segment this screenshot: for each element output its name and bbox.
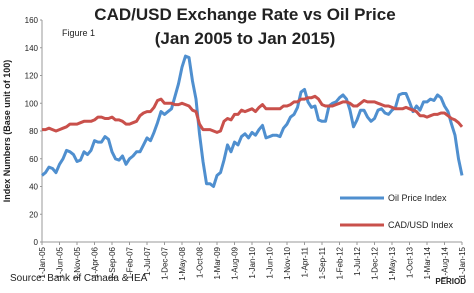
x-tick-label: 1-May-13 (388, 246, 397, 280)
chart-subtitle: (Jan 2005 to Jan 2015) (155, 29, 335, 48)
legend-label: CAD/USD Index (388, 220, 454, 230)
y-tick-label: 40 (29, 183, 38, 192)
x-tick-label: 1-Apr-11 (301, 246, 310, 277)
x-tick-label: 1-Jun-10 (266, 246, 275, 278)
y-tick-label: 120 (25, 72, 39, 81)
y-tick-label: 140 (25, 44, 39, 53)
x-tick-label: 1-Jan-15 (458, 246, 467, 278)
x-tick-label: 1-May-08 (178, 246, 187, 280)
y-axis-label: Index Numbers (Base unit of 100) (2, 60, 12, 203)
x-axis-label: PERIOD (435, 277, 466, 286)
x-tick-label: 1-Aug-14 (441, 246, 450, 279)
x-tick-label: 1-Jan-10 (248, 246, 257, 278)
x-tick-label: 1-Oct-13 (406, 246, 415, 278)
annotation: Figure 1 (62, 28, 95, 38)
y-tick-label: 60 (29, 155, 38, 164)
source: Source: Bank of Canada & IEA (10, 273, 148, 284)
x-tick-label: 1-Mar-09 (213, 246, 222, 279)
y-tick-label: 160 (25, 16, 39, 25)
x-tick-label: 1-Feb-07 (126, 246, 135, 279)
x-tick-label: 1-Aug-09 (231, 246, 240, 279)
x-tick-label: 1-Apr-06 (91, 246, 100, 278)
x-tick-label: 1-Nov-05 (73, 246, 82, 279)
x-tick-label: 1-Jul-07 (143, 246, 152, 275)
legend-label: Oil Price Index (388, 193, 447, 203)
x-tick-label: 1-Mar-14 (423, 246, 432, 279)
y-tick-label: 100 (25, 99, 39, 108)
x-tick-label: 1-Oct-08 (196, 246, 205, 278)
chart-title: CAD/USD Exchange Rate vs Oil Price (94, 5, 395, 24)
x-tick-label: 1-Sep-06 (108, 246, 117, 279)
x-tick-label: 1-Jul-12 (353, 246, 362, 275)
x-tick-label: 1-Feb-12 (336, 246, 345, 279)
series-line (42, 94, 464, 134)
x-tick-label: 1-Jun-05 (56, 246, 65, 278)
x-tick-label: 1-Jan-05 (38, 246, 47, 278)
x-tick-label: 1-Dec-12 (371, 246, 380, 279)
y-tick-label: 80 (29, 127, 38, 136)
y-tick-label: 20 (29, 210, 38, 219)
series-line (41, 54, 464, 188)
y-tick-label: 0 (34, 238, 39, 247)
x-tick-label: 1-Nov-10 (283, 246, 292, 279)
x-tick-label: 1-Sep-11 (318, 246, 327, 279)
x-tick-label: 1-Dec-07 (161, 246, 170, 279)
